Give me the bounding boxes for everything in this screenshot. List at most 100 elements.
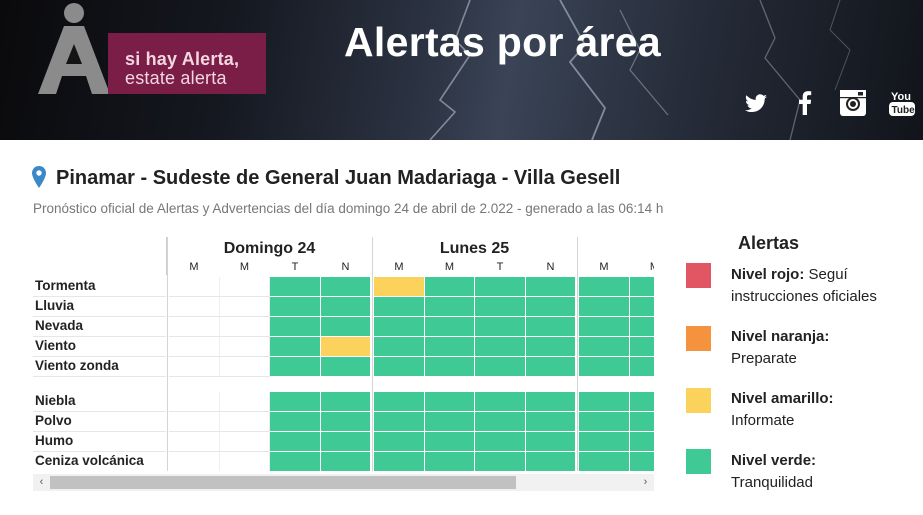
alert-cell[interactable] xyxy=(525,317,576,337)
legend-swatch-amarillo xyxy=(686,388,711,413)
alert-cell[interactable] xyxy=(270,337,321,357)
alert-cell[interactable] xyxy=(579,277,630,297)
alert-cell[interactable] xyxy=(374,392,425,412)
alert-cell[interactable] xyxy=(579,297,630,317)
alert-cell[interactable] xyxy=(424,337,475,357)
horizontal-scrollbar[interactable]: ‹ › xyxy=(33,474,654,491)
alert-cell[interactable] xyxy=(629,452,654,471)
alert-cell[interactable] xyxy=(219,432,270,452)
alert-cell[interactable] xyxy=(629,337,654,357)
alert-cell[interactable] xyxy=(219,412,270,432)
alert-cell[interactable] xyxy=(374,412,425,432)
alert-cell[interactable] xyxy=(320,452,371,471)
alert-cell[interactable] xyxy=(424,392,475,412)
alert-cell[interactable] xyxy=(475,392,526,412)
alert-cell[interactable] xyxy=(374,452,425,471)
alert-cell[interactable] xyxy=(270,452,321,471)
alert-cell[interactable] xyxy=(270,297,321,317)
alert-cell[interactable] xyxy=(169,392,220,412)
alert-cell[interactable] xyxy=(424,317,475,337)
alert-cell[interactable] xyxy=(525,452,576,471)
alert-cell[interactable] xyxy=(169,277,220,297)
alert-cell[interactable] xyxy=(219,317,270,337)
alert-cell[interactable] xyxy=(579,317,630,337)
alert-cell[interactable] xyxy=(169,337,220,357)
alert-cell[interactable] xyxy=(219,277,270,297)
alert-cell[interactable] xyxy=(424,452,475,471)
twitter-icon[interactable] xyxy=(741,88,771,118)
alert-cell[interactable] xyxy=(169,317,220,337)
alert-cell[interactable] xyxy=(424,297,475,317)
alert-cell[interactable] xyxy=(320,357,371,377)
alert-cell[interactable] xyxy=(219,392,270,412)
alert-cell[interactable] xyxy=(629,412,654,432)
alert-cell[interactable] xyxy=(374,297,425,317)
alert-cell[interactable] xyxy=(270,392,321,412)
alert-cell[interactable] xyxy=(320,277,371,297)
alert-cell[interactable] xyxy=(475,412,526,432)
alert-cell[interactable] xyxy=(169,452,220,471)
alert-cell[interactable] xyxy=(219,452,270,471)
alert-cell[interactable] xyxy=(525,277,576,297)
alert-cell[interactable] xyxy=(270,317,321,337)
alert-cell[interactable] xyxy=(525,357,576,377)
alert-cell[interactable] xyxy=(475,277,526,297)
alert-cell[interactable] xyxy=(579,357,630,377)
alert-cell[interactable] xyxy=(525,412,576,432)
alert-cell[interactable] xyxy=(579,337,630,357)
youtube-icon[interactable]: You Tube xyxy=(888,88,916,118)
alert-cell[interactable] xyxy=(169,357,220,377)
alert-cell[interactable] xyxy=(629,317,654,337)
alert-cell[interactable] xyxy=(320,317,371,337)
scroll-left-arrow-icon[interactable]: ‹ xyxy=(39,476,44,488)
alert-cell[interactable] xyxy=(270,412,321,432)
scroll-thumb[interactable] xyxy=(50,476,516,489)
alert-cell[interactable] xyxy=(579,432,630,452)
alert-cell[interactable] xyxy=(219,297,270,317)
alert-cell[interactable] xyxy=(475,357,526,377)
alert-cell[interactable] xyxy=(475,452,526,471)
alert-cell[interactable] xyxy=(424,357,475,377)
alert-cell[interactable] xyxy=(320,297,371,317)
alert-cell[interactable] xyxy=(525,392,576,412)
alert-cell[interactable] xyxy=(270,357,321,377)
alert-cell[interactable] xyxy=(374,277,425,297)
alert-cell[interactable] xyxy=(374,337,425,357)
alert-cell[interactable] xyxy=(270,432,321,452)
alert-cell[interactable] xyxy=(169,412,220,432)
facebook-icon[interactable] xyxy=(790,88,820,118)
alert-cell[interactable] xyxy=(374,432,425,452)
alert-cell[interactable] xyxy=(629,357,654,377)
alert-cell[interactable] xyxy=(320,392,371,412)
scroll-right-arrow-icon[interactable]: › xyxy=(643,476,648,488)
alert-cell[interactable] xyxy=(629,392,654,412)
alert-cell[interactable] xyxy=(424,412,475,432)
alert-cell[interactable] xyxy=(525,432,576,452)
alert-cell[interactable] xyxy=(169,432,220,452)
alert-cell[interactable] xyxy=(475,317,526,337)
alert-cell[interactable] xyxy=(374,317,425,337)
alert-cell[interactable] xyxy=(525,297,576,317)
alert-cell[interactable] xyxy=(219,337,270,357)
alert-cell[interactable] xyxy=(629,432,654,452)
alert-cell[interactable] xyxy=(424,432,475,452)
alert-cell[interactable] xyxy=(320,432,371,452)
alert-cell[interactable] xyxy=(579,412,630,432)
alert-cell[interactable] xyxy=(320,337,371,357)
alert-cell[interactable] xyxy=(579,452,630,471)
alert-cell[interactable] xyxy=(424,277,475,297)
alert-cell[interactable] xyxy=(475,432,526,452)
alert-cell[interactable] xyxy=(270,277,321,297)
alert-cell[interactable] xyxy=(475,337,526,357)
alert-cell[interactable] xyxy=(169,297,220,317)
instagram-icon[interactable] xyxy=(838,88,868,118)
alert-cell[interactable] xyxy=(320,412,371,432)
alert-cell[interactable] xyxy=(219,357,270,377)
alert-cell[interactable] xyxy=(629,297,654,317)
alert-cell[interactable] xyxy=(475,297,526,317)
alert-cell[interactable] xyxy=(525,337,576,357)
alert-cell[interactable] xyxy=(374,357,425,377)
alert-cell[interactable] xyxy=(629,277,654,297)
alert-cell[interactable] xyxy=(579,392,630,412)
